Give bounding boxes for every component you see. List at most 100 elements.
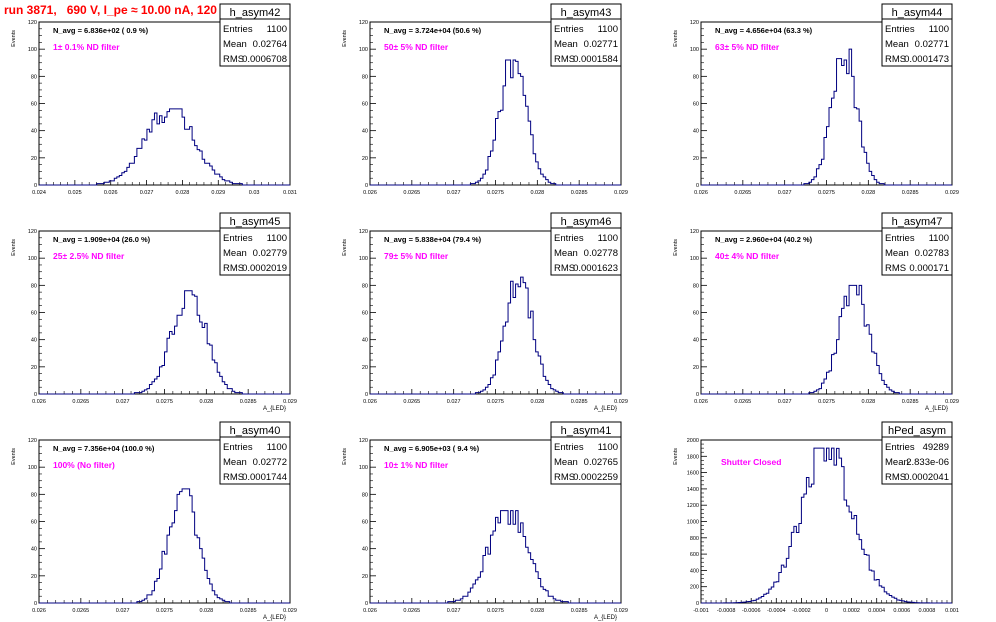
stats-box — [881, 3, 953, 67]
x-tick-label: 0.028 — [199, 399, 213, 405]
y-axis-label: Events — [11, 448, 17, 465]
x-tick-label: -0.001 — [693, 608, 709, 614]
stats-key: RMS — [885, 472, 906, 483]
y-tick-label: 0 — [696, 183, 699, 189]
y-tick-label: 20 — [362, 156, 368, 162]
histogram-line — [39, 290, 290, 395]
x-tick-label: 0.0265 — [734, 190, 751, 196]
histogram-line — [370, 276, 621, 395]
n-avg-label: N_avg = 6.836e+02 ( 0.9 %) — [53, 26, 149, 35]
histogram-name: h_asym40 — [230, 425, 281, 437]
stats-value: 2.833e-06 — [906, 457, 949, 468]
stats-value: 0.02779 — [253, 248, 287, 259]
stats-box — [219, 3, 291, 67]
x-tick-label: 0.026 — [32, 399, 46, 405]
histogram-panel-h_asym47: 0.026 0.0265 0.027 0.0275 0.028 0.0285 0.029 0 2… — [673, 212, 959, 412]
histogram-line — [39, 108, 290, 186]
x-tick-label: 0.0285 — [902, 399, 919, 405]
x-tick-label: 0.0004 — [868, 608, 885, 614]
y-tick-label: 120 — [690, 20, 699, 26]
x-tick-label: 0.0265 — [72, 608, 89, 614]
stats-value: 1100 — [267, 233, 287, 244]
y-tick-label: 120 — [359, 438, 368, 444]
x-tick-label: 0.029 — [211, 190, 225, 196]
stats-key: Mean — [554, 457, 578, 468]
y-tick-label: 60 — [362, 520, 368, 526]
y-tick-label: 20 — [693, 365, 699, 371]
y-tick-label: 1400 — [687, 487, 699, 493]
x-tick-label: 0.027 — [116, 608, 130, 614]
x-tick-label: 0.026 — [363, 190, 377, 196]
y-tick-label: 100 — [28, 47, 37, 53]
stats-box — [881, 212, 953, 276]
y-tick-label: 0 — [696, 601, 699, 607]
y-axis-label: Events — [342, 30, 348, 47]
x-tick-label: 0.028 — [199, 608, 213, 614]
x-tick-label: 0.0275 — [487, 399, 504, 405]
n-avg-label: N_avg = 4.656e+04 (63.3 %) — [715, 26, 813, 35]
x-tick-label: 0.0275 — [818, 399, 835, 405]
x-axis-label: A_{LED} — [263, 406, 286, 412]
histogram-panel-h_asym41: 0.026 0.0265 0.027 0.0275 0.028 0.0285 0.029 0 2… — [342, 421, 628, 621]
y-axis-label: Events — [342, 239, 348, 256]
stats-key: Mean — [885, 457, 909, 468]
y-tick-label: 40 — [31, 547, 37, 553]
x-tick-label: 0.03 — [249, 190, 260, 196]
stats-value: 49289 — [923, 442, 949, 453]
stats-key: Mean — [223, 248, 247, 259]
y-tick-label: 40 — [362, 338, 368, 344]
stats-value: 0.02765 — [584, 457, 618, 468]
x-tick-label: 0.0275 — [818, 190, 835, 196]
filter-annotation: 25± 2.5% ND filter — [53, 251, 125, 261]
y-tick-label: 80 — [31, 492, 37, 498]
y-tick-label: 20 — [362, 574, 368, 580]
stats-value: 0.02778 — [584, 248, 618, 259]
y-axis-label: Events — [673, 448, 679, 465]
histogram-panel-hPed_asym: -0.001 -0.0008 -0.0006 -0.0004 -0.0002 0 0.000… — [673, 421, 959, 614]
histogram-line — [701, 284, 952, 395]
x-tick-label: 0.027 — [778, 399, 792, 405]
histogram-panel-h_asym43: 0.026 0.0265 0.027 0.0275 0.028 0.0285 0.029 0 2… — [342, 3, 628, 196]
x-tick-label: 0.0265 — [403, 399, 420, 405]
stats-key: Entries — [885, 442, 915, 453]
n-avg-label: N_avg = 7.356e+04 (100.0 %) — [53, 444, 155, 453]
x-tick-label: 0.0002 — [843, 608, 860, 614]
stats-value: 0.0006708 — [242, 54, 287, 65]
x-tick-label: 0.0265 — [403, 190, 420, 196]
x-tick-label: 0.0285 — [571, 190, 588, 196]
x-tick-label: 0.026 — [363, 608, 377, 614]
x-tick-label: -0.0004 — [767, 608, 786, 614]
y-tick-label: 0 — [365, 183, 368, 189]
stats-key: Entries — [885, 24, 915, 35]
histogram-line — [370, 59, 621, 186]
x-tick-label: 0.028 — [861, 399, 875, 405]
y-tick-label: 40 — [362, 547, 368, 553]
stats-value: 0.02772 — [253, 457, 287, 468]
x-tick-label: 0.025 — [68, 190, 82, 196]
stats-box — [219, 212, 291, 276]
x-axis-label: A_{LED} — [594, 615, 617, 621]
y-tick-label: 100 — [28, 256, 37, 262]
x-tick-label: 0.029 — [614, 399, 628, 405]
y-tick-label: 0 — [34, 601, 37, 607]
x-tick-label: 0.027 — [447, 608, 461, 614]
n-avg-label: N_avg = 6.905e+03 ( 9.4 %) — [384, 444, 480, 453]
stats-key: Mean — [885, 248, 909, 259]
y-tick-label: 0 — [34, 392, 37, 398]
y-tick-label: 20 — [31, 156, 37, 162]
stats-value: 0.02764 — [253, 39, 287, 50]
x-axis-label: A_{LED} — [263, 615, 286, 621]
x-tick-label: 0.027 — [116, 399, 130, 405]
x-tick-label: 0.029 — [945, 399, 959, 405]
histogram-name: h_asym41 — [561, 425, 612, 437]
y-tick-label: 200 — [690, 585, 699, 591]
stats-key: Entries — [885, 233, 915, 244]
stats-value: 1100 — [598, 442, 618, 453]
stats-value: 0.0002259 — [573, 472, 618, 483]
stats-value: 0.02771 — [584, 39, 618, 50]
histogram-panel-h_asym42: 0.024 0.025 0.026 0.027 0.028 0.029 0.03 0.031 0… — [11, 3, 297, 196]
stats-key: Entries — [223, 442, 253, 453]
x-tick-label: 0.026 — [694, 399, 708, 405]
stats-key: Mean — [554, 248, 578, 259]
